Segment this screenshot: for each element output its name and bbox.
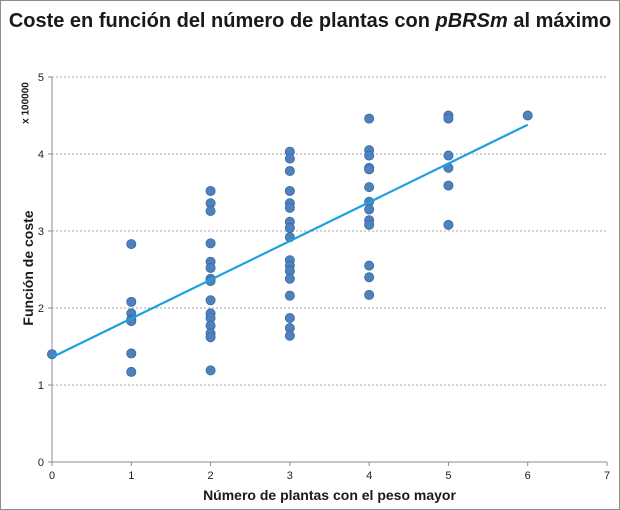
data-point-0-10 <box>205 205 216 216</box>
data-point-0-51 <box>364 272 375 283</box>
title-emphasis: pBRSm <box>435 10 508 32</box>
data-points <box>47 110 533 377</box>
data-point-0-50 <box>364 260 375 271</box>
trendline <box>51 123 529 359</box>
data-point-0-57 <box>443 180 454 191</box>
y-tick-label-2: 2 <box>38 303 44 315</box>
data-point-0-44 <box>364 164 375 175</box>
y-tick-label-4: 4 <box>38 149 44 161</box>
x-tick-label-0: 0 <box>49 470 55 482</box>
data-point-0-54 <box>443 113 454 124</box>
x-tick-label-1: 1 <box>128 470 134 482</box>
data-point-0-52 <box>364 289 375 300</box>
axes <box>48 76 608 466</box>
data-point-0-11 <box>205 238 216 249</box>
title-main: Coste en función del número de plantas c… <box>8 10 430 32</box>
x-tick-label-2: 2 <box>208 470 214 482</box>
data-point-0-21 <box>205 332 216 343</box>
data-point-0-36 <box>284 290 295 301</box>
data-point-0-22 <box>205 365 216 376</box>
data-point-0-1 <box>126 239 137 250</box>
y-tick-label-3: 3 <box>38 226 44 238</box>
x-tick-label-5: 5 <box>445 470 451 482</box>
data-point-0-16 <box>205 295 216 306</box>
data-point-0-24 <box>284 153 295 164</box>
data-point-0-47 <box>364 204 375 215</box>
data-point-0-7 <box>126 366 137 377</box>
data-point-0-58 <box>443 219 454 230</box>
x-tick-label-7: 7 <box>604 470 610 482</box>
x-tick-label-6: 6 <box>525 470 531 482</box>
x-tick-label-3: 3 <box>287 470 293 482</box>
data-point-0-8 <box>205 185 216 196</box>
data-point-0-26 <box>284 185 295 196</box>
data-point-0-45 <box>364 182 375 193</box>
x-axis-label: Número de plantas con el peso mayor <box>203 487 456 503</box>
data-point-0-59 <box>522 110 533 121</box>
data-point-0-0 <box>47 349 58 360</box>
data-point-0-2 <box>126 296 137 307</box>
data-point-0-42 <box>364 150 375 161</box>
data-point-0-35 <box>284 273 295 284</box>
data-point-0-39 <box>284 330 295 341</box>
title-tail: al máximo <box>513 10 612 32</box>
data-point-0-25 <box>284 165 295 176</box>
y-tick-label-0: 0 <box>38 457 44 469</box>
chart-title: Coste en función del número de plantas c… <box>0 8 620 35</box>
y-tick-label-1: 1 <box>38 380 44 392</box>
data-point-0-49 <box>364 219 375 230</box>
x-tick-label-4: 4 <box>366 470 372 482</box>
trendline-group <box>51 123 529 359</box>
x-tick-labels: 0 1 2 3 4 5 6 7 <box>49 470 610 482</box>
gridlines <box>52 76 607 386</box>
data-point-0-30 <box>284 222 295 233</box>
data-point-0-28 <box>284 202 295 213</box>
y-tick-labels: 0 1 2 3 4 5 <box>38 72 44 469</box>
data-point-0-40 <box>364 113 375 124</box>
data-point-0-37 <box>284 313 295 324</box>
data-point-0-6 <box>126 348 137 359</box>
data-point-0-13 <box>205 262 216 273</box>
y-tick-label-5: 5 <box>38 72 44 84</box>
data-point-0-55 <box>443 150 454 161</box>
